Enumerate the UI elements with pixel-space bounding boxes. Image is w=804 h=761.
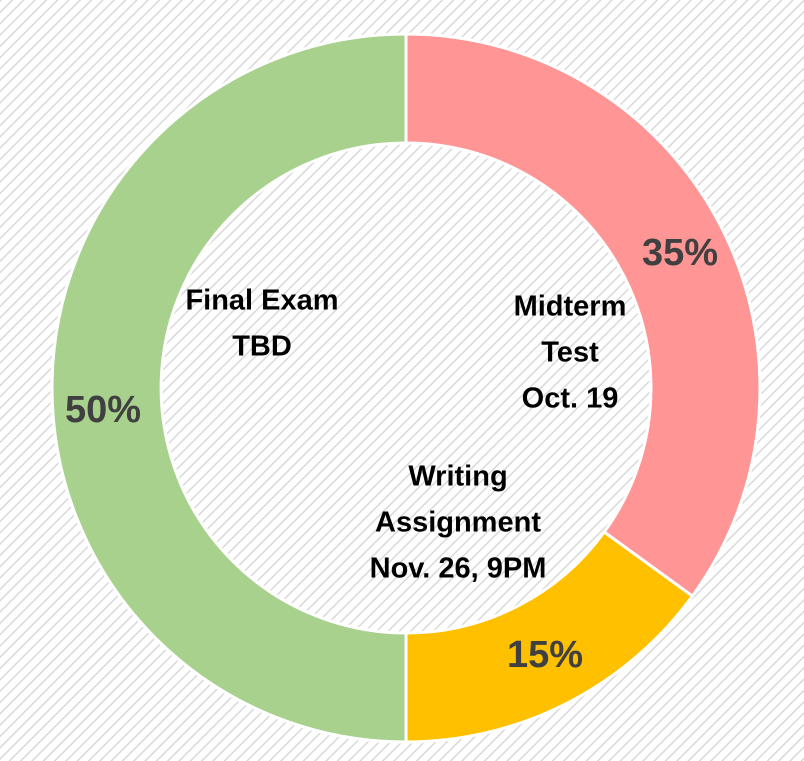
donut-segment	[404, 32, 762, 599]
value-label: 50%	[65, 389, 141, 431]
value-label: 35%	[642, 232, 718, 274]
category-label: Oct. 19	[522, 383, 619, 415]
category-label: Nov. 26, 9PM	[370, 553, 547, 585]
category-label: Test	[541, 337, 599, 369]
category-label: TBD	[232, 331, 292, 363]
donut-segment	[50, 32, 408, 744]
category-label: Writing	[408, 461, 507, 493]
category-label: Final Exam	[185, 285, 338, 317]
category-label: Midterm	[514, 291, 627, 323]
category-label: Assignment	[375, 507, 541, 539]
value-label: 15%	[507, 634, 583, 676]
plot: 35% Midterm Test Oct. 19 15% Writing Assignmen…	[50, 32, 762, 744]
